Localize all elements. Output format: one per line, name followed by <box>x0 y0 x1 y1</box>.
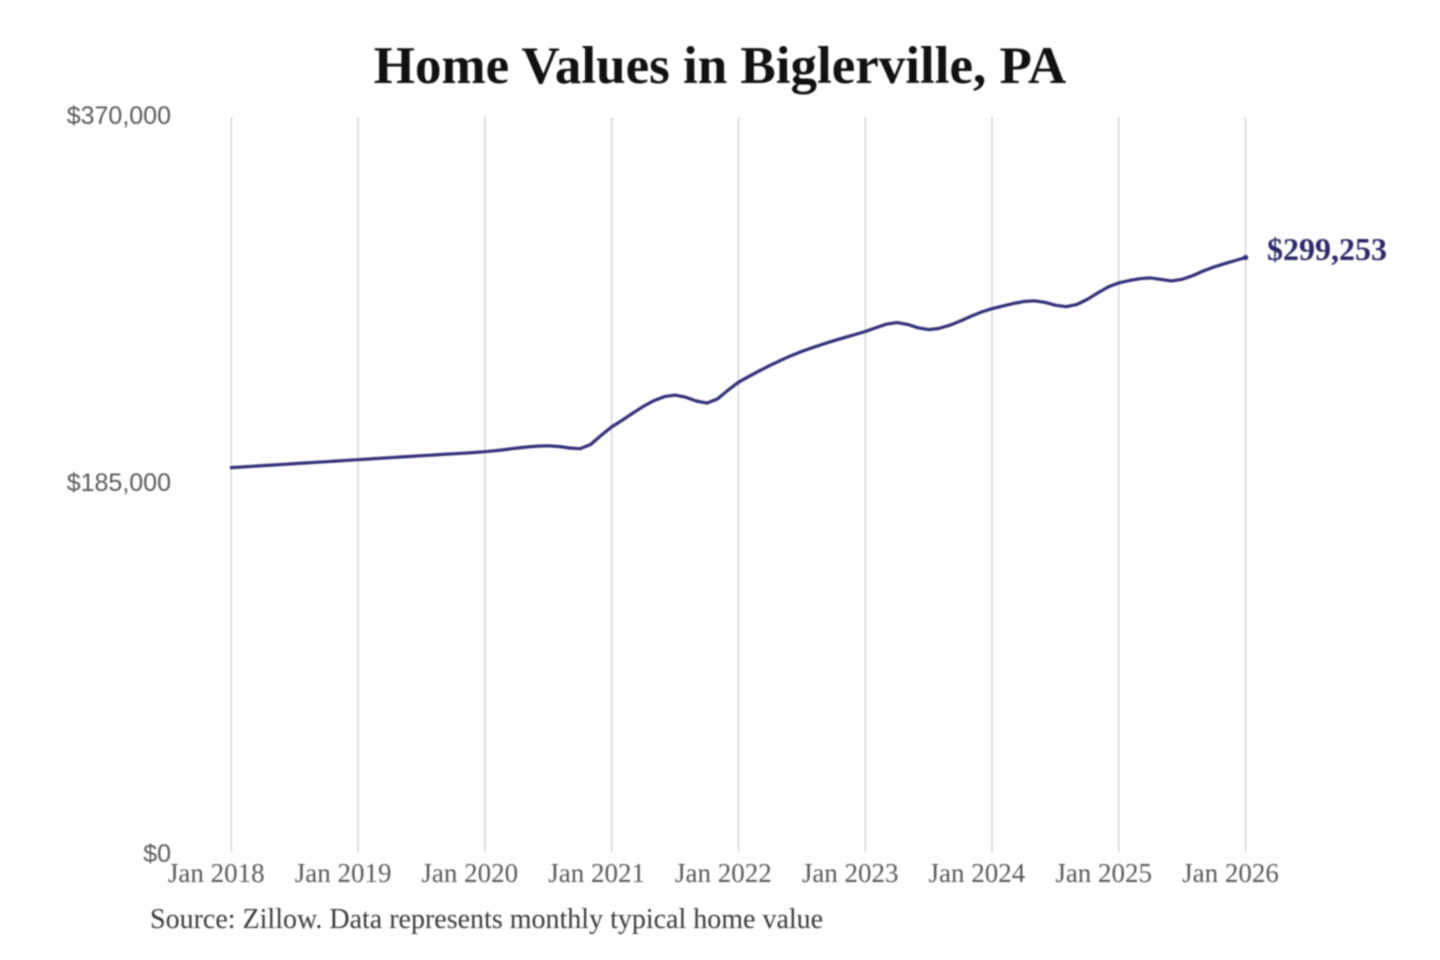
svg-text:Jan 2020: Jan 2020 <box>421 858 518 888</box>
svg-text:Jan 2024: Jan 2024 <box>929 858 1026 888</box>
svg-text:$370,000: $370,000 <box>67 102 171 130</box>
svg-text:Jan 2019: Jan 2019 <box>295 858 392 888</box>
svg-text:Jan 2023: Jan 2023 <box>802 858 899 888</box>
svg-text:$185,000: $185,000 <box>67 469 171 497</box>
svg-text:Jan 2018: Jan 2018 <box>168 858 265 888</box>
svg-text:Jan 2025: Jan 2025 <box>1055 858 1152 888</box>
svg-text:Jan 2026: Jan 2026 <box>1182 858 1279 888</box>
svg-text:Jan 2022: Jan 2022 <box>675 858 772 888</box>
svg-text:$0: $0 <box>143 840 171 868</box>
svg-text:$299,253: $299,253 <box>1267 231 1387 267</box>
svg-text:Jan 2021: Jan 2021 <box>548 858 645 888</box>
